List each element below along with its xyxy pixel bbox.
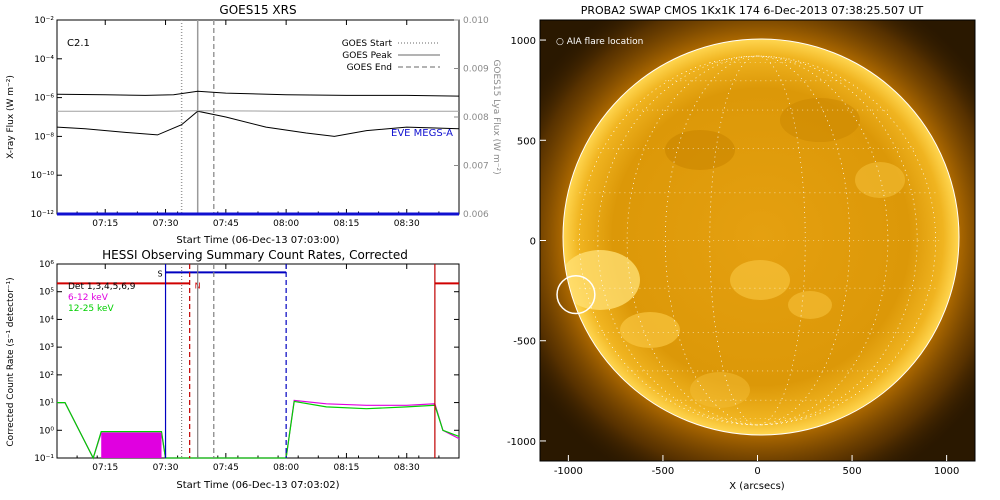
goes-event-lines [180, 20, 215, 214]
goes-y-label-right: GOES15 Lya Flux (W m⁻²) [491, 59, 501, 174]
heliographic-grid [573, 55, 942, 426]
right-y-tick-label: 0.007 [463, 162, 489, 172]
swap-image [540, 20, 975, 461]
swap-x-label: X (arcsecs) [729, 481, 785, 492]
goes-y-label: X-ray Flux (W m⁻²) [6, 75, 16, 159]
goes-legend-label: GOES Start [342, 39, 393, 49]
swap-x-tick-label: 0 [754, 466, 760, 477]
x-tick-label: 08:00 [273, 463, 299, 473]
right-y-tick-label: 0.008 [463, 113, 489, 123]
hessi-y-label: Corrected Count Rate (s⁻¹ detector⁻¹) [6, 277, 16, 446]
goes-flare-class: C2.1 [67, 38, 90, 49]
hessi-title: HESSI Observing Summary Count Rates, Cor… [102, 248, 408, 262]
y-tick-label: 10⁻⁴ [34, 55, 54, 65]
y-tick-label: 10⁻¹ [34, 454, 54, 464]
swap-y-axis: 1000 500 0 -500 -1000 [507, 36, 546, 448]
goes-legend: GOES Start GOES Peak GOES End [342, 39, 440, 73]
hessi-y-axis: 10⁻¹ 10⁰ 10¹ 10² 10³ 10⁴ 10⁵ 10⁶ [34, 260, 459, 464]
x-tick-label: 08:15 [333, 463, 359, 473]
hessi-saa-label: S [158, 269, 163, 278]
y-tick-label: 10³ [39, 343, 54, 353]
goes-series-line [56, 90, 460, 97]
hessi-series-group [57, 399, 460, 460]
swap-y-tick-label: -500 [513, 337, 536, 348]
goes-y-axis: 10⁻¹² 10⁻¹⁰ 10⁻⁸ 10⁻⁶ 10⁻⁴ 10⁻² [31, 16, 62, 220]
hessi-x-label: Start Time (06-Dec-13 07:03:02) [176, 480, 339, 491]
y-tick-label: 10⁵ [39, 288, 54, 298]
grid-meridian [626, 55, 889, 426]
y-tick-label: 10⁶ [39, 260, 54, 270]
goes-x-label: Start Time (06-Dec-13 07:03:00) [176, 235, 339, 246]
hessi-state-markers: SN [57, 269, 459, 290]
y-tick-label: 10⁻⁶ [34, 94, 54, 104]
eve-megs-label: EVE MEGS-A [391, 128, 453, 139]
y-tick-label: 10² [39, 371, 54, 381]
solar-surface-features [563, 98, 905, 408]
grid-meridian [709, 55, 806, 426]
y-tick-label: 10⁻² [34, 16, 54, 26]
swap-x-axis: -1000 -500 0 500 1000 [554, 455, 959, 477]
swap-x-tick-label: 500 [843, 466, 862, 477]
y-tick-label: 10⁻¹² [31, 210, 55, 220]
hessi-panel: HESSI Observing Summary Count Rates, Cor… [6, 248, 460, 491]
grid-meridian [597, 55, 918, 426]
swap-y-tick-label: 1000 [511, 36, 536, 47]
hessi-6-12-kev-fill [101, 432, 162, 458]
swap-x-tick-label: -1000 [554, 466, 583, 477]
y-tick-label: 10⁴ [39, 315, 54, 325]
x-tick-label: 08:00 [273, 219, 299, 229]
goes-series-group [56, 90, 460, 216]
y-tick-label: 10⁻⁸ [34, 132, 54, 142]
goes-legend-label: GOES End [347, 63, 392, 73]
x-tick-label: 07:30 [153, 463, 179, 473]
right-y-tick-label: 0.006 [463, 210, 489, 220]
hessi-event-lines [164, 264, 436, 458]
goes-plot-frame [56, 19, 460, 215]
swap-y-tick-label: -1000 [507, 437, 536, 448]
x-tick-label: 08:15 [333, 219, 359, 229]
x-tick-label: 07:15 [92, 463, 118, 473]
goes-title: GOES15 XRS [219, 3, 296, 17]
x-tick-label: 07:45 [213, 463, 239, 473]
hessi-x-axis: 07:15 07:30 07:45 08:00 08:15 08:30 [76, 264, 440, 473]
swap-y-tick-label: 500 [517, 136, 536, 147]
y-tick-label: 10⁰ [39, 426, 54, 436]
x-tick-label: 08:30 [394, 463, 420, 473]
hessi-legend-label: Det 1,3,4,5,6,9 [68, 282, 136, 292]
swap-y-tick-label: 0 [530, 237, 536, 248]
y-tick-label: 10¹ [39, 399, 54, 409]
grid-meridian [664, 55, 851, 426]
grid-meridian [579, 55, 936, 426]
x-tick-label: 07:45 [213, 219, 239, 229]
y-tick-label: 10⁻¹⁰ [31, 171, 55, 181]
x-tick-label: 07:15 [92, 219, 118, 229]
solar-limb-outline [562, 38, 960, 436]
right-y-tick-label: 0.009 [463, 65, 489, 75]
swap-x-tick-label: 1000 [934, 466, 959, 477]
aia-flare-annotation: ○ AIA flare location [556, 37, 643, 47]
swap-x-tick-label: -500 [652, 466, 675, 477]
goes-xrs-panel: GOES15 XRS 10⁻¹² 10⁻¹⁰ 10⁻⁸ 10⁻⁶ 10⁻⁴ 10⁻² 0.… [6, 3, 501, 246]
right-y-tick-label: 0.010 [463, 16, 489, 26]
hessi-legend-label: 12-25 keV [68, 304, 114, 314]
aia-flare-location-marker [556, 274, 596, 315]
swap-title: PROBA2 SWAP CMOS 1Kx1K 174 6-Dec-2013 07… [581, 4, 924, 17]
swap-panel: PROBA2 SWAP CMOS 1Kx1K 174 6-Dec-2013 07… [507, 4, 976, 492]
hessi-plot-frame [56, 263, 460, 459]
hessi-legend-label: 6-12 keV [68, 293, 109, 303]
goes-legend-label: GOES Peak [342, 51, 392, 61]
goes-series-line [56, 110, 460, 137]
x-tick-label: 07:30 [153, 219, 179, 229]
goes-series-line [57, 110, 459, 112]
goes-right-y-axis: 0.006 0.007 0.008 0.009 0.010 [454, 16, 489, 220]
solar-disk [563, 39, 959, 435]
x-tick-label: 08:30 [394, 219, 420, 229]
